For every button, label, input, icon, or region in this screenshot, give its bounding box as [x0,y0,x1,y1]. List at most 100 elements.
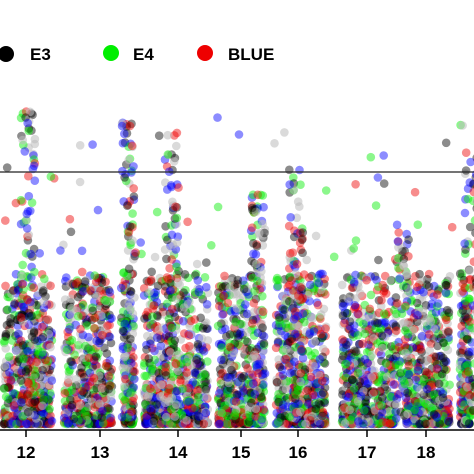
data-point [207,241,216,250]
data-point [8,419,18,429]
data-point [404,361,414,371]
data-point [16,398,26,407]
data-point [66,395,75,405]
data-point [41,355,50,365]
data-point [28,378,37,388]
data-point [21,340,30,349]
data-point [4,383,13,392]
data-point [166,286,175,295]
data-point [105,381,115,390]
data-point [145,287,154,297]
x-tick-label: 18 [417,443,436,462]
data-point [16,336,26,346]
data-point [294,322,303,331]
data-point [71,280,80,290]
data-point [284,221,294,231]
data-point [90,324,99,333]
data-point [8,304,17,314]
data-point [37,346,47,355]
data-point [62,419,72,429]
data-point [0,419,9,429]
data-point [92,336,101,346]
data-point [313,300,323,310]
data-point [461,166,471,175]
data-point [21,419,31,428]
data-point [90,271,99,280]
data-point [241,300,250,309]
data-point [295,202,304,211]
data-point [67,400,77,410]
data-point [92,291,101,301]
data-point [162,254,171,264]
data-point [13,410,22,419]
data-point [11,398,20,407]
data-point [101,296,110,305]
data-point [164,274,173,284]
data-point [17,294,27,304]
data-point [152,207,162,217]
data-point [90,355,99,365]
data-point [338,335,347,344]
data-point [29,381,38,391]
data-point [74,416,83,425]
data-point [433,341,442,351]
data-point [29,373,38,383]
data-point [378,280,388,290]
data-point [93,273,102,283]
data-point [18,412,28,421]
data-point [64,325,74,334]
data-point [306,372,316,382]
data-point [120,319,129,329]
data-point [199,347,209,356]
data-point [410,187,420,197]
data-point [82,389,92,399]
data-point [35,350,45,360]
data-point [16,313,26,322]
data-point [147,267,156,277]
data-point [6,314,15,323]
data-point [150,252,160,262]
data-point [172,141,181,151]
data-point [392,326,401,336]
data-point [101,286,111,296]
data-point [344,392,353,402]
data-point [15,417,25,427]
data-point [413,220,423,229]
data-point [417,331,427,341]
data-point [144,354,154,363]
data-point [120,129,129,139]
data-point [360,406,369,415]
data-point [12,419,21,429]
data-point [8,336,17,345]
data-point [285,249,295,258]
data-point [118,138,128,148]
data-point [307,351,316,360]
data-point [27,198,37,207]
data-point [403,388,412,398]
data-point [337,280,347,290]
data-point [92,361,101,370]
data-point [220,271,229,281]
data-point [2,320,12,330]
data-point [77,246,87,256]
data-point [8,286,18,295]
data-point [227,365,236,375]
data-point [23,419,32,429]
data-point [95,336,104,346]
data-point [422,384,432,394]
data-point [404,235,413,244]
data-point [67,335,77,345]
x-axis-ticks: 12 13 14 15 16 17 18 [17,430,436,462]
data-point [77,390,86,400]
data-point [143,392,153,402]
data-point [215,389,224,398]
data-point [124,302,133,312]
data-point [307,312,316,322]
data-point [23,118,32,128]
data-point [249,298,259,308]
data-point [104,285,113,295]
data-point [29,283,38,293]
data-point [45,388,55,398]
data-point [46,281,55,291]
data-point [46,172,56,181]
